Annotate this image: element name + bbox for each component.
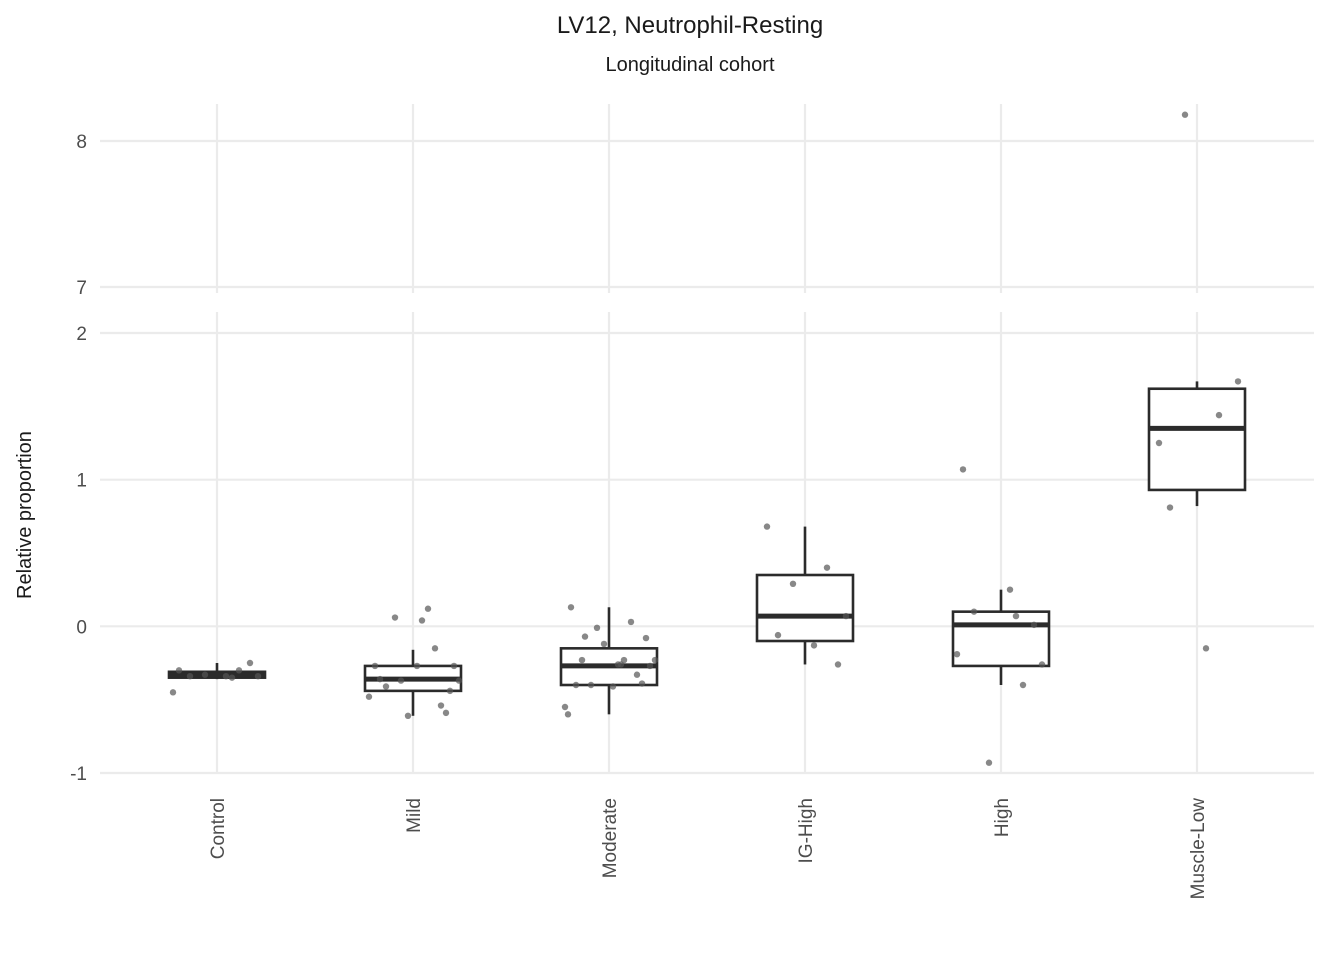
data-point (222, 673, 230, 680)
box-iqr (1147, 387, 1247, 492)
data-point (970, 608, 978, 615)
box-ig-high (755, 526, 855, 665)
y-lower--1-tick-label: -1 (70, 764, 87, 785)
data-point (431, 645, 439, 652)
data-point (446, 687, 454, 695)
chart-subtitle: Longitudinal cohort (605, 54, 774, 76)
box-mild (363, 649, 463, 716)
data-point (1215, 411, 1223, 419)
data-point (175, 667, 183, 674)
data-point (1038, 661, 1046, 668)
data-point (404, 712, 412, 719)
data-point (564, 711, 572, 718)
data-point (609, 683, 617, 690)
x-tick-label: Muscle-Low (1188, 798, 1209, 900)
data-point (382, 683, 390, 690)
data-point (646, 662, 654, 670)
data-point (1012, 612, 1020, 620)
data-point (397, 677, 405, 684)
data-point (581, 633, 589, 640)
data-point (567, 604, 575, 611)
data-point (823, 564, 831, 571)
y-lower-2-tick-label: 2 (76, 324, 87, 345)
data-point (455, 677, 463, 684)
y-upper-7-tick-label: 7 (76, 278, 87, 299)
data-point (633, 671, 641, 678)
data-point (254, 673, 262, 680)
data-point (391, 614, 399, 621)
data-point (774, 631, 782, 639)
data-point (450, 662, 458, 670)
data-point (371, 662, 379, 670)
data-point (834, 661, 842, 668)
y-lower-1-tick-label: 1 (76, 471, 87, 492)
data-point (1181, 111, 1189, 118)
data-point (365, 693, 373, 700)
x-tick-label: High (992, 798, 1013, 837)
x-tick-label: Mild (404, 798, 425, 833)
data-point (617, 661, 625, 668)
data-point (587, 681, 595, 689)
x-tick-label: IG-High (796, 798, 817, 863)
data-point (593, 624, 601, 631)
data-point (186, 673, 194, 680)
y-lower-0-tick-label: 0 (76, 617, 87, 638)
x-tick-label: Moderate (600, 798, 621, 878)
data-point (376, 675, 384, 683)
chart-title: LV12, Neutrophil-Resting (557, 12, 823, 39)
box-iqr (755, 573, 855, 643)
data-point (642, 634, 650, 642)
data-point (1202, 645, 1210, 652)
data-point (959, 466, 967, 473)
box-iqr (951, 610, 1051, 668)
box-moderate (559, 607, 659, 715)
data-point (235, 667, 243, 674)
y-axis-label: Relative proportion (14, 431, 36, 599)
data-point (1030, 621, 1038, 629)
lower-panel: -1 0 1 2 (70, 312, 1314, 785)
data-point (1155, 439, 1163, 447)
data-point (638, 680, 646, 687)
data-point (1019, 681, 1027, 689)
data-point (789, 580, 797, 587)
data-point (763, 523, 771, 530)
data-point (810, 642, 818, 649)
data-point (169, 689, 177, 696)
data-point (1234, 378, 1242, 385)
data-point (1166, 504, 1174, 511)
data-point (424, 605, 432, 612)
y-upper-8-tick-label: 8 (76, 132, 87, 153)
x-tick-label: Control (208, 798, 229, 859)
data-point (442, 709, 450, 717)
data-point (985, 759, 993, 766)
data-point (627, 618, 635, 626)
box-control (167, 663, 267, 680)
data-point (600, 640, 608, 648)
data-point (953, 651, 961, 658)
data-point (572, 681, 580, 689)
data-point (1006, 586, 1014, 593)
x-axis: Control Mild Moderate IG-High High Muscle-Low (208, 798, 1209, 900)
data-point (413, 662, 421, 670)
data-point (842, 612, 850, 620)
data-point (228, 674, 236, 681)
box-muscle-low (1147, 381, 1247, 507)
data-point (651, 656, 659, 664)
upper-panel: 78 (76, 104, 1314, 299)
data-point (578, 656, 586, 664)
data-point (561, 703, 569, 711)
data-point (437, 702, 445, 709)
data-point (418, 617, 426, 624)
box-high (951, 589, 1051, 685)
data-point (246, 659, 254, 667)
data-point (201, 671, 209, 678)
